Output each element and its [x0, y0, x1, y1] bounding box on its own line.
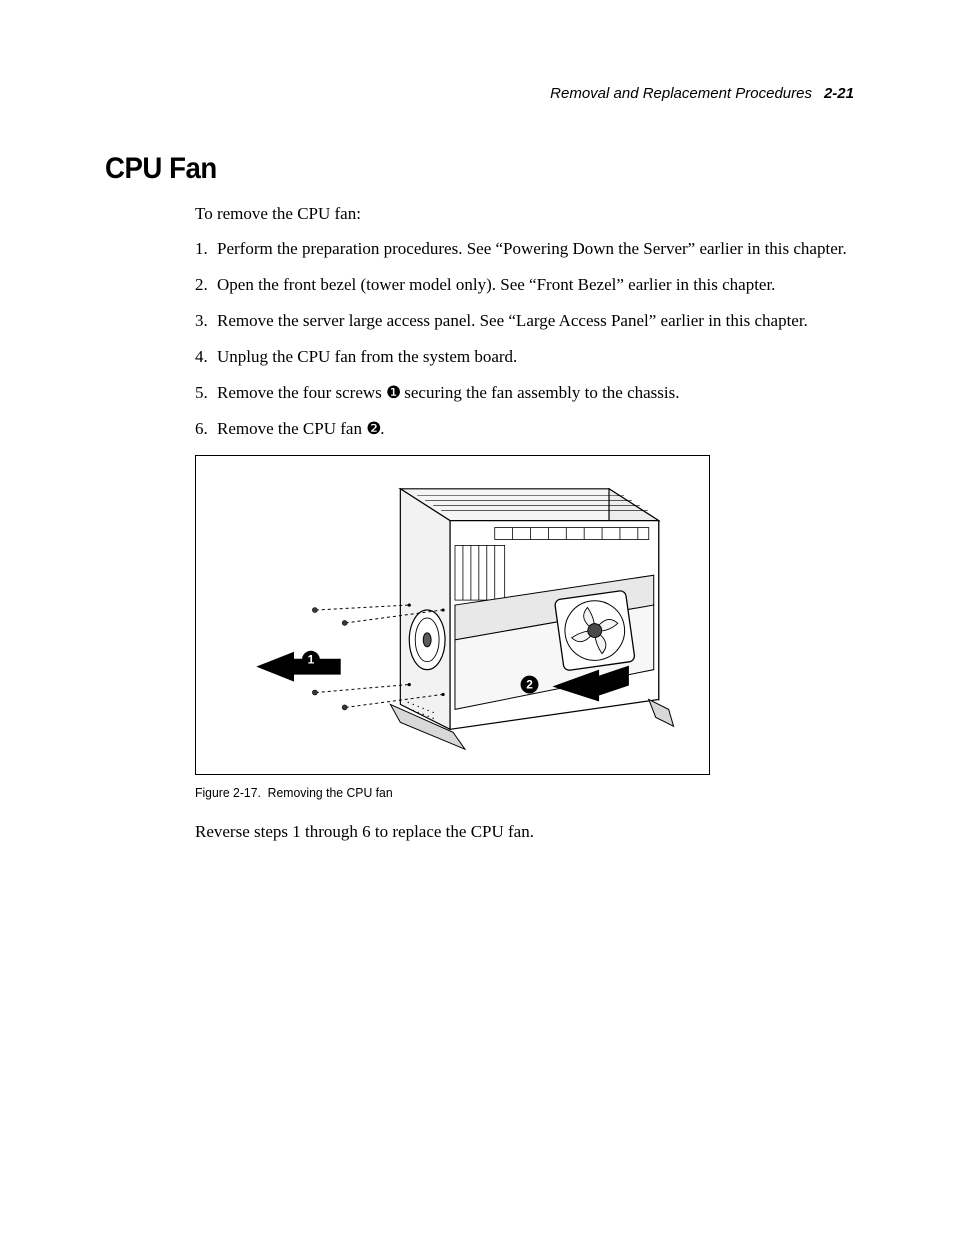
step-item: Perform the preparation procedures. See …: [195, 238, 854, 261]
closing-text: Reverse steps 1 through 6 to replace the…: [195, 822, 854, 842]
step-list: Perform the preparation procedures. See …: [195, 238, 854, 441]
callout-1-icon: ❶: [386, 382, 400, 405]
step-item: Open the front bezel (tower model only).…: [195, 274, 854, 297]
body-content: To remove the CPU fan: Perform the prepa…: [195, 204, 854, 842]
step-item: Remove the CPU fan ❷.: [195, 418, 854, 441]
intro-text: To remove the CPU fan:: [195, 204, 854, 224]
running-header: Removal and Replacement Procedures 2-21: [105, 85, 854, 102]
chapter-name: Removal and Replacement Procedures: [550, 85, 812, 102]
step-item: Unplug the CPU fan from the system board…: [195, 346, 854, 369]
svg-text:1: 1: [308, 652, 315, 666]
svg-text:2: 2: [526, 677, 533, 691]
section-title: CPU Fan: [105, 152, 794, 186]
page-number: 2-21: [824, 85, 854, 102]
callout-2: 2: [521, 675, 539, 693]
callout-2-icon: ❷: [366, 418, 380, 441]
figure: 1 2: [195, 455, 710, 775]
page: Removal and Replacement Procedures 2-21 C…: [0, 0, 954, 902]
step-item: Remove the server large access panel. Se…: [195, 310, 854, 333]
figure-caption: Figure 2-17. Removing the CPU fan: [195, 785, 814, 800]
callout-1: 1: [302, 650, 320, 668]
step-item: Remove the four screws ❶ securing the fa…: [195, 382, 854, 405]
server-illustration: 1 2: [196, 456, 709, 774]
